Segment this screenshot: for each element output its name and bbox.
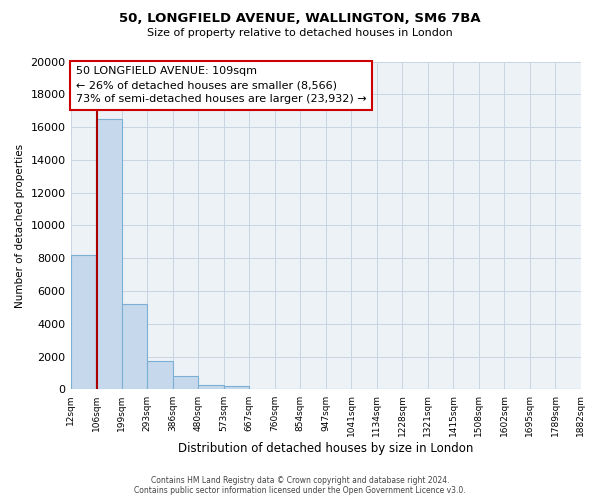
Text: 50 LONGFIELD AVENUE: 109sqm
← 26% of detached houses are smaller (8,566)
73% of : 50 LONGFIELD AVENUE: 109sqm ← 26% of det… bbox=[76, 66, 366, 104]
Text: Size of property relative to detached houses in London: Size of property relative to detached ho… bbox=[147, 28, 453, 38]
Text: 50, LONGFIELD AVENUE, WALLINGTON, SM6 7BA: 50, LONGFIELD AVENUE, WALLINGTON, SM6 7B… bbox=[119, 12, 481, 26]
Bar bbox=[96, 119, 122, 390]
Y-axis label: Number of detached properties: Number of detached properties bbox=[15, 144, 25, 308]
Bar bbox=[122, 304, 147, 390]
Bar bbox=[198, 385, 224, 390]
Text: Contains HM Land Registry data © Crown copyright and database right 2024.
Contai: Contains HM Land Registry data © Crown c… bbox=[134, 476, 466, 495]
X-axis label: Distribution of detached houses by size in London: Distribution of detached houses by size … bbox=[178, 442, 473, 455]
Bar bbox=[173, 376, 198, 390]
Bar bbox=[224, 386, 249, 390]
Bar bbox=[147, 361, 173, 390]
Bar bbox=[71, 255, 96, 390]
